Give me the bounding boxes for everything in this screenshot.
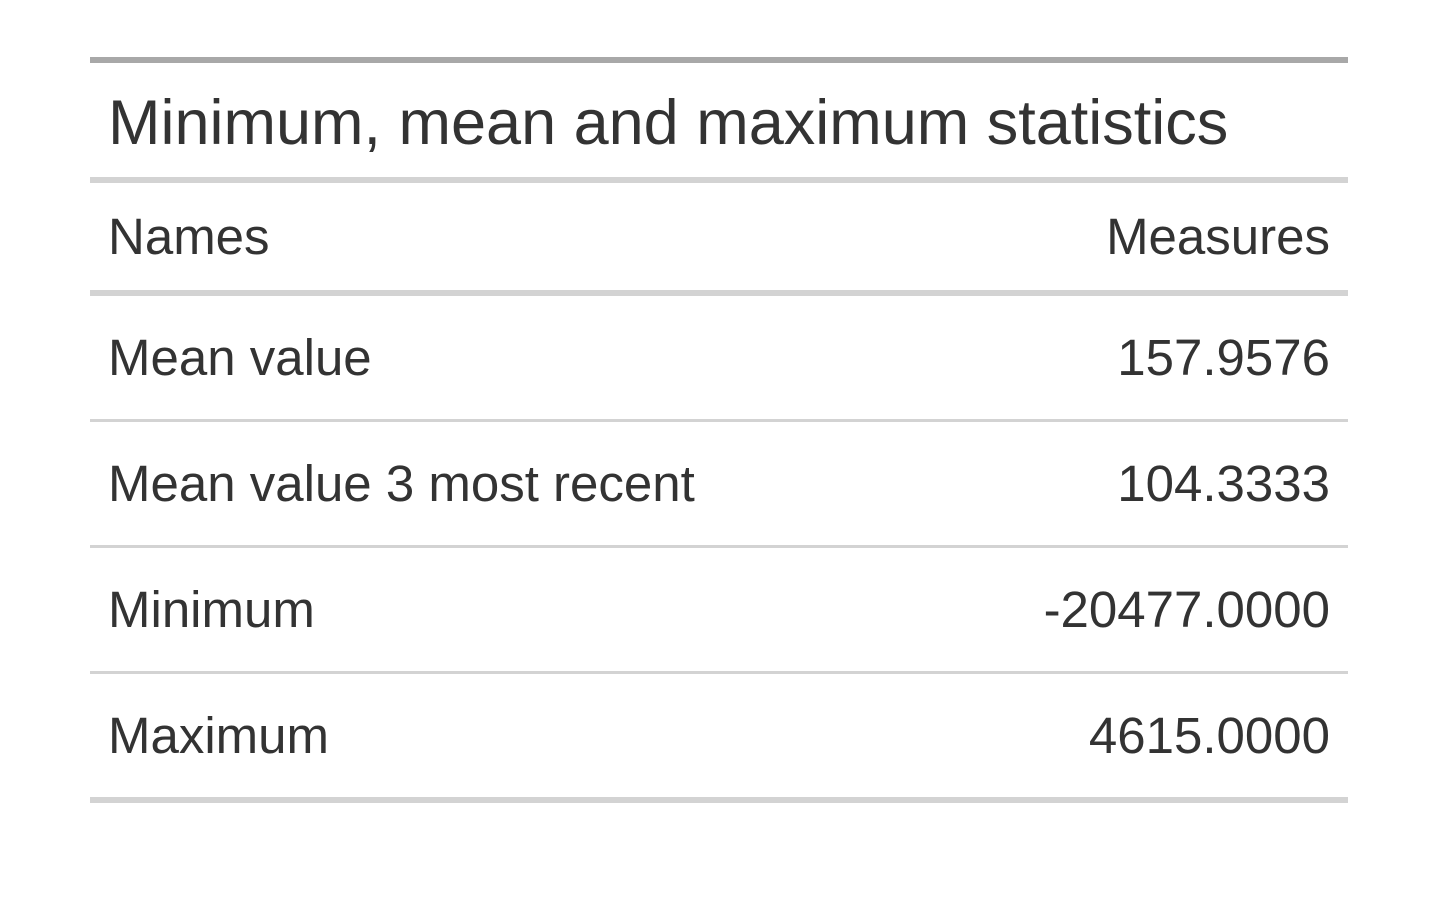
row-name: Minimum	[108, 581, 315, 638]
row-measure: 4615.0000	[1088, 707, 1330, 764]
title-rule	[90, 177, 1348, 183]
table-bottom-rule	[90, 797, 1348, 803]
table-top-rule	[90, 57, 1348, 63]
table-row: Maximum 4615.0000	[90, 674, 1348, 797]
header-rule	[90, 290, 1348, 296]
stats-table: Minimum, mean and maximum statistics Nam…	[90, 57, 1348, 803]
table-header-row: Names Measures	[90, 183, 1348, 290]
table-row: Minimum -20477.0000	[90, 548, 1348, 674]
table-title: Minimum, mean and maximum statistics	[108, 88, 1229, 158]
table-row: Mean value 3 most recent 104.3333	[90, 422, 1348, 548]
column-header-measures: Measures	[1106, 208, 1330, 265]
row-measure: 157.9576	[1117, 329, 1330, 386]
row-name: Mean value	[108, 329, 372, 386]
row-name: Mean value 3 most recent	[108, 455, 695, 512]
column-header-names: Names	[108, 208, 270, 265]
table-row: Mean value 157.9576	[90, 296, 1348, 422]
row-measure: 104.3333	[1117, 455, 1330, 512]
row-name: Maximum	[108, 707, 330, 764]
row-measure: -20477.0000	[1043, 581, 1330, 638]
